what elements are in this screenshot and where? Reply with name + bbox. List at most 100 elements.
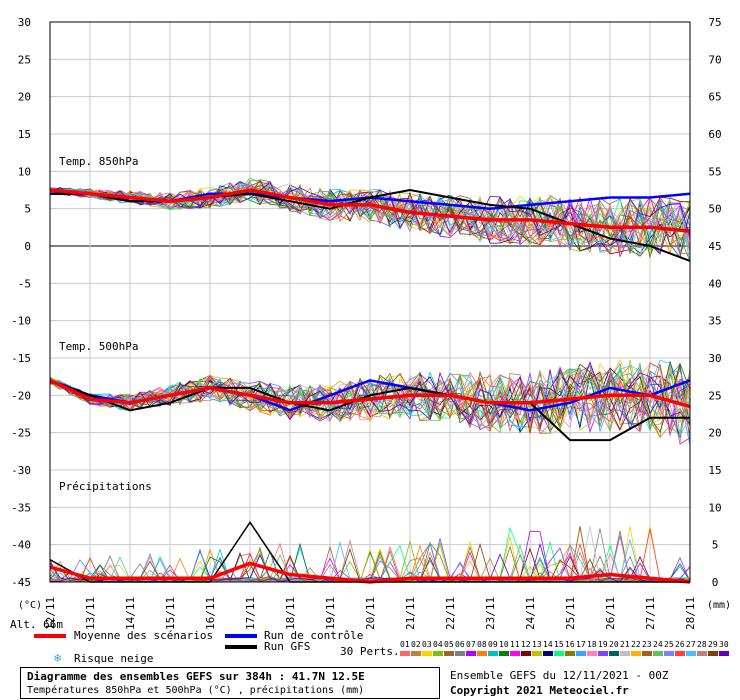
x-tick-date: 20/11 <box>364 597 377 630</box>
pert-color-swatch <box>598 651 608 656</box>
pert-color-swatch <box>411 651 421 656</box>
pert-color-swatch <box>664 651 674 656</box>
y-tick-right: 60 <box>708 128 721 141</box>
panel-label-t500: Temp. 500hPa <box>59 340 139 353</box>
pert-number: 29 <box>708 640 718 649</box>
plot-border <box>49 21 691 583</box>
pert-number: 24 <box>653 640 663 649</box>
y-tick-right: 25 <box>708 389 721 402</box>
pert-number: 02 <box>411 640 421 649</box>
pert-number: 04 <box>433 640 443 649</box>
y-tick-right: 15 <box>708 464 721 477</box>
x-tick-date: 16/11 <box>204 597 217 630</box>
pert-color-swatch <box>653 651 663 656</box>
pert-color-swatch <box>422 651 432 656</box>
pert-number: 14 <box>543 640 553 649</box>
y-tick-right: 30 <box>708 352 721 365</box>
pert-color-swatch <box>521 651 531 656</box>
pert-color-swatch <box>620 651 630 656</box>
pert-color-swatch <box>576 651 586 656</box>
y-tick-left: 10 <box>18 165 31 178</box>
x-tick-date: 14/11 <box>124 597 137 630</box>
x-tick-date: 22/11 <box>444 597 457 630</box>
mean-t850-line <box>49 188 691 233</box>
legend-perts-label: 30 Perts. <box>340 645 400 658</box>
legend-mean-swatch <box>34 634 66 638</box>
y-tick-left: -10 <box>11 315 31 328</box>
pert-color-swatch <box>609 651 619 656</box>
altitude-label: Alt. 66m <box>10 618 63 631</box>
pert-number: 12 <box>521 640 531 649</box>
ensemble-t500-line <box>49 362 691 436</box>
pert-color-swatch <box>675 651 685 656</box>
pert-color-swatch <box>697 651 707 656</box>
panel-label-t850: Temp. 850hPa <box>59 155 139 168</box>
y-tick-left: -25 <box>11 427 31 440</box>
pert-number: 30 <box>719 640 729 649</box>
pert-number: 23 <box>642 640 652 649</box>
x-tick-date: 15/11 <box>164 597 177 630</box>
pert-color-swatch <box>554 651 564 656</box>
pert-number: 06 <box>455 640 465 649</box>
ensemble-t850-line <box>49 186 691 253</box>
pert-color-swatch <box>433 651 443 656</box>
pert-number: 07 <box>466 640 476 649</box>
pert-number: 25 <box>664 640 674 649</box>
main-series <box>49 188 691 584</box>
x-tick-date: 17/11 <box>244 597 257 630</box>
copyright: Copyright 2021 Meteociel.fr <box>450 684 629 697</box>
pert-color-swatch <box>587 651 597 656</box>
pert-color-swatch <box>455 651 465 656</box>
pert-color-swatch <box>543 651 553 656</box>
pert-number: 10 <box>499 640 509 649</box>
pert-color-swatch <box>532 651 542 656</box>
ensemble-t500-line <box>49 362 691 434</box>
pert-color-swatch <box>686 651 696 656</box>
x-tick-date: 19/11 <box>324 597 337 630</box>
x-tick-date: 24/11 <box>524 597 537 630</box>
y-tick-right: 70 <box>708 53 721 66</box>
pert-number: 15 <box>554 640 564 649</box>
legend-control-swatch <box>225 634 257 638</box>
pert-color-swatch <box>400 651 410 656</box>
pert-number: 19 <box>598 640 608 649</box>
y-tick-right: 75 <box>708 16 721 29</box>
y-tick-left: 15 <box>18 128 31 141</box>
chart-title: Diagramme des ensembles GEFS sur 384h : … <box>27 670 365 683</box>
y-tick-right: 5 <box>712 539 719 552</box>
pert-number: 20 <box>609 640 619 649</box>
x-tick-date: 26/11 <box>604 597 617 630</box>
pert-color-swatch <box>642 651 652 656</box>
chart-subtitle: Températures 850hPa et 500hPa (°C) , pré… <box>27 685 365 696</box>
y-tick-left: 20 <box>18 91 31 104</box>
pert-color-swatch <box>719 651 729 656</box>
y-unit-right: (mm) <box>707 600 732 611</box>
pert-number: 22 <box>631 640 641 649</box>
pert-number: 03 <box>422 640 432 649</box>
gfs-t500-line <box>49 379 690 442</box>
y-tick-left: 5 <box>24 203 31 216</box>
y-tick-right: 65 <box>708 91 721 104</box>
panel-label-precip: Précipitations <box>59 480 152 493</box>
legend-gfs-swatch <box>225 645 257 649</box>
y-tick-left: -5 <box>18 277 31 290</box>
y-tick-left: 25 <box>18 53 31 66</box>
pert-number: 28 <box>697 640 707 649</box>
pert-color-swatch <box>510 651 520 656</box>
y-tick-left: -40 <box>11 539 31 552</box>
y-tick-right: 35 <box>708 315 721 328</box>
mean-t500-line <box>49 378 691 409</box>
legend-snow-label: Risque neige <box>74 652 154 665</box>
run-info: Ensemble GEFS du 12/11/2021 - 00Z <box>450 669 669 682</box>
ensemble-t500-line <box>49 369 691 431</box>
y-tick-left: 30 <box>18 16 31 29</box>
pert-number: 09 <box>488 640 498 649</box>
pert-number: 13 <box>532 640 542 649</box>
y-tick-right: 10 <box>708 501 721 514</box>
x-axis: 12/11 13/11 14/11 15/11 16/11 17/11 18/11 19/11… <box>44 597 697 630</box>
x-tick-date: 18/11 <box>284 597 297 630</box>
y-tick-right: 20 <box>708 427 721 440</box>
y-tick-left: 0 <box>24 240 31 253</box>
